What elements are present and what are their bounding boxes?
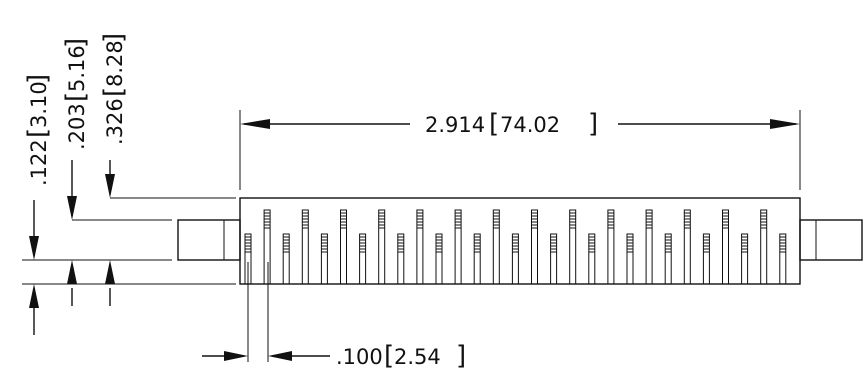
- height-c-dimension: [105, 160, 115, 306]
- upper-pin-row: [263, 209, 768, 285]
- overall-length-mm: 74.02: [500, 113, 560, 137]
- lower-pin: [779, 233, 787, 285]
- svg-text:[: [: [99, 87, 129, 97]
- lower-pin: [741, 233, 749, 285]
- upper-pin: [683, 209, 691, 285]
- upper-pin: [340, 209, 347, 285]
- upper-pin: [416, 209, 424, 285]
- lower-pin: [397, 233, 405, 285]
- height-c-label: .326 [ 8.28 ]: [99, 33, 129, 145]
- lower-pin: [359, 233, 367, 285]
- svg-text:]: ]: [61, 38, 91, 48]
- bracket-right: ]: [588, 109, 598, 139]
- svg-text:.326: .326: [103, 98, 127, 145]
- svg-text:.203: .203: [65, 103, 89, 150]
- lower-pin: [588, 233, 596, 285]
- bracket-left: [: [489, 109, 499, 139]
- upper-pin: [454, 209, 462, 285]
- upper-pin: [378, 209, 386, 285]
- pitch-dimension: .100 [ 2.54 ]: [202, 262, 466, 371]
- arrowhead-right: [770, 119, 800, 129]
- lower-pin: [550, 233, 558, 285]
- overall-length-inch: 2.914: [425, 113, 485, 137]
- lower-pin: [435, 233, 443, 285]
- height-a-label: .122 [ 3.10 ]: [23, 74, 53, 186]
- upper-pin: [569, 209, 577, 285]
- height-b-dimension: [67, 160, 77, 306]
- overall-length-dimension: 2.914 [ 74.02 ]: [239, 109, 801, 190]
- svg-text:]: ]: [23, 74, 53, 84]
- upper-pin: [531, 209, 538, 285]
- pitch-inch: .100: [336, 345, 383, 369]
- svg-text:[: [: [61, 92, 91, 102]
- lower-pin: [473, 233, 481, 285]
- lower-pin: [282, 233, 290, 285]
- upper-pin: [492, 209, 500, 285]
- lower-pin: [320, 233, 328, 285]
- svg-text:]: ]: [99, 33, 129, 43]
- lower-pin: [626, 233, 634, 285]
- svg-text:.122: .122: [27, 139, 51, 186]
- connector-body: [239, 197, 801, 285]
- lower-pin: [664, 233, 672, 285]
- upper-pin: [722, 209, 729, 285]
- svg-text:5.16: 5.16: [65, 45, 89, 92]
- svg-text:3.10: 3.10: [27, 81, 51, 128]
- pitch-mm: 2.54: [394, 345, 441, 369]
- svg-text:8.28: 8.28: [103, 40, 127, 87]
- height-b-label: .203 [ 5.16 ]: [61, 38, 91, 150]
- lower-pin: [511, 233, 519, 285]
- lower-pin: [702, 233, 710, 285]
- upper-pin: [760, 209, 768, 285]
- upper-pin: [263, 209, 271, 285]
- right-end-tab: [799, 219, 863, 261]
- upper-pin: [301, 209, 309, 285]
- svg-text:]: ]: [456, 341, 466, 371]
- svg-text:[: [: [384, 341, 394, 371]
- height-a-dimension: [29, 200, 39, 335]
- arrowhead-left: [240, 119, 270, 129]
- upper-pin: [645, 209, 653, 285]
- upper-pin: [607, 209, 615, 285]
- height-extension-lines: [22, 197, 236, 285]
- left-end-tab: [177, 219, 241, 261]
- svg-text:[: [: [23, 128, 53, 138]
- lower-pin-row: [244, 233, 787, 285]
